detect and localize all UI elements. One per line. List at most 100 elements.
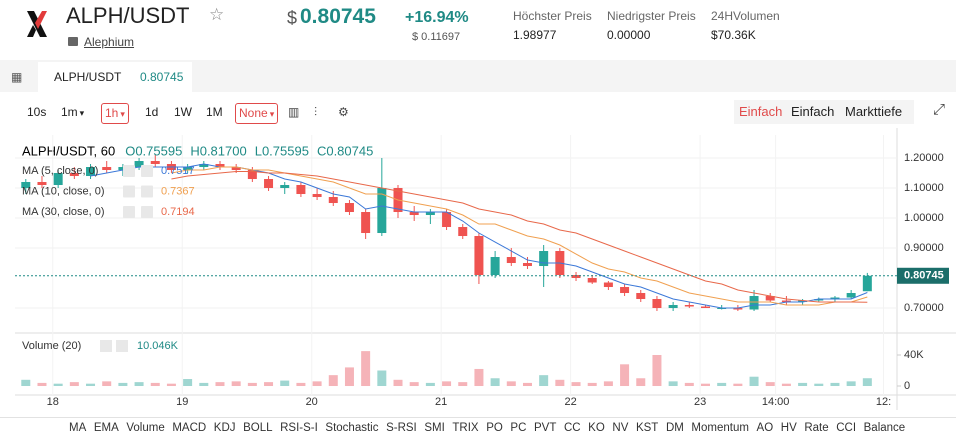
x-tick-label: 20 bbox=[306, 396, 318, 408]
favorite-star[interactable]: ☆ bbox=[209, 5, 225, 24]
view[interactable]: Einfach bbox=[739, 104, 783, 119]
indicator-button[interactable]: PO bbox=[486, 422, 503, 434]
x-tick-label: 22 bbox=[565, 396, 577, 408]
indicator-button[interactable]: KDJ bbox=[213, 422, 236, 434]
volume-bar bbox=[37, 382, 47, 387]
settings-icon[interactable]: ⚙ bbox=[338, 105, 349, 119]
volume-bar bbox=[247, 382, 257, 387]
indicator-button[interactable]: PC bbox=[510, 422, 527, 434]
name-icon bbox=[68, 37, 78, 46]
coin-name[interactable]: Alephium bbox=[84, 35, 135, 49]
indicator-button[interactable]: Balance bbox=[863, 422, 906, 434]
indicator-button[interactable]: RSI-S-I bbox=[280, 422, 318, 434]
chart: ALPH/USDT, 60 1.20000 1.10000 1.00000 0.900… bbox=[15, 128, 956, 410]
volume-bar bbox=[296, 382, 306, 387]
x-tick-label: 21 bbox=[435, 396, 447, 408]
tab[interactable] bbox=[38, 62, 192, 92]
candle-body bbox=[798, 300, 808, 303]
indicator-select[interactable]: None bbox=[235, 103, 279, 124]
indicator-button[interactable]: S-RSI bbox=[386, 422, 417, 434]
settings-icon bbox=[123, 165, 135, 177]
y-tick-label: 1.00000 bbox=[904, 212, 944, 224]
interval[interactable]: 10s bbox=[27, 105, 47, 119]
candle-body bbox=[490, 257, 500, 276]
volume-bar bbox=[102, 381, 112, 387]
tab-symbol[interactable]: ALPH/USDT bbox=[54, 70, 122, 84]
indicator-button[interactable]: SMI bbox=[424, 422, 445, 434]
candle-body bbox=[134, 161, 144, 168]
volume-bar bbox=[344, 367, 354, 387]
volume-bar bbox=[458, 382, 468, 387]
layout-icon[interactable]: ▦ bbox=[11, 70, 23, 84]
price: 0.80745 bbox=[300, 5, 376, 28]
candle-body bbox=[636, 293, 646, 300]
stat-value: 1.98977 bbox=[513, 28, 557, 42]
indicator-button[interactable]: DM bbox=[665, 422, 684, 434]
indicator-button[interactable]: CCI bbox=[836, 422, 857, 434]
volume-bar bbox=[150, 382, 160, 387]
indicator-button[interactable]: AO bbox=[756, 422, 774, 434]
volume-bar bbox=[798, 382, 808, 387]
tab-price[interactable]: 0.80745 bbox=[140, 70, 184, 84]
ohlc-key: H bbox=[190, 143, 199, 158]
volume-bar bbox=[183, 379, 193, 387]
volume-bar bbox=[231, 381, 241, 387]
indicator-button[interactable]: Rate bbox=[804, 422, 829, 434]
indicator-button[interactable]: MA bbox=[69, 422, 87, 434]
interval[interactable]: 1h bbox=[101, 103, 129, 124]
close-icon bbox=[141, 185, 153, 198]
ohlc-key: O bbox=[125, 143, 135, 158]
current-price-label: 0.80745 bbox=[904, 270, 944, 282]
view[interactable]: Einfach bbox=[791, 104, 835, 119]
interval[interactable]: 1m bbox=[58, 103, 87, 122]
indicator-button[interactable]: EMA bbox=[93, 422, 119, 434]
volume-bar bbox=[166, 383, 176, 387]
indicator-button[interactable]: HV bbox=[780, 422, 797, 434]
candle-body bbox=[69, 173, 79, 177]
volume-bar bbox=[636, 378, 646, 387]
volume-bar bbox=[830, 382, 840, 387]
indicator-button[interactable]: Volume bbox=[126, 422, 165, 434]
volume-bar bbox=[393, 379, 403, 387]
fullscreen-icon[interactable]: ⤢ bbox=[933, 101, 946, 118]
indicator-button[interactable]: KST bbox=[635, 422, 659, 434]
close-icon bbox=[141, 165, 153, 177]
indicator-button[interactable]: PVT bbox=[533, 422, 557, 434]
volume-bar bbox=[765, 382, 775, 387]
indicator-button[interactable]: Stochastic bbox=[325, 422, 379, 434]
indicator-button[interactable]: CC bbox=[563, 422, 581, 434]
interval[interactable]: 1M bbox=[206, 105, 223, 119]
volume-bar bbox=[425, 382, 435, 387]
volume-bar bbox=[652, 355, 662, 387]
interval[interactable]: 1W bbox=[174, 105, 192, 119]
ohlc-value: 0.81700 bbox=[200, 143, 247, 158]
price-currency: $ bbox=[287, 8, 298, 28]
view[interactable]: Markttiefe bbox=[845, 104, 903, 119]
candle-body bbox=[86, 167, 96, 177]
ma-legend-value: 0.7517 bbox=[161, 165, 195, 177]
chart-symbol: ALPH/USDT, 60 bbox=[22, 143, 115, 158]
volume-bar bbox=[814, 383, 824, 387]
volume-bar bbox=[700, 383, 710, 387]
volume-bar bbox=[199, 382, 209, 387]
indicator-button[interactable]: NV bbox=[612, 422, 629, 434]
candle-icon[interactable]: ▥ bbox=[288, 105, 300, 119]
candle-body bbox=[296, 185, 306, 195]
chart-icon[interactable]: ⫶ bbox=[314, 105, 318, 119]
candle-body bbox=[506, 257, 516, 264]
candle-body bbox=[846, 293, 856, 298]
indicator-button[interactable]: Momentum bbox=[691, 422, 749, 434]
indicator-button[interactable]: MACD bbox=[172, 422, 207, 434]
ma-line bbox=[171, 171, 868, 303]
logo bbox=[27, 11, 47, 37]
candle-body bbox=[199, 164, 209, 168]
y-tick-label: 1.20000 bbox=[904, 152, 944, 164]
candle-body bbox=[280, 185, 290, 189]
ohlc-value: 0.80745 bbox=[326, 143, 373, 158]
interval[interactable]: 1d bbox=[145, 105, 159, 119]
indicator-button[interactable]: KO bbox=[588, 422, 605, 434]
indicator-button[interactable]: BOLL bbox=[243, 422, 273, 434]
candle-body bbox=[522, 263, 532, 267]
indicator-button[interactable]: TRIX bbox=[452, 422, 479, 434]
